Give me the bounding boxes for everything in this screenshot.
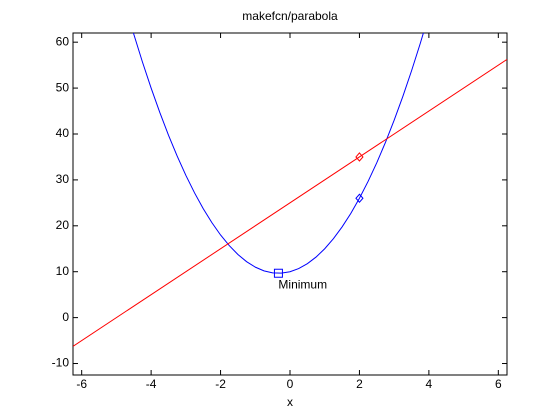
x-tick-label: -2 [215, 377, 226, 391]
x-tick-label: 6 [495, 377, 502, 391]
marker [355, 152, 364, 162]
annotation: Minimum [278, 277, 327, 291]
x-axis-label: x [287, 395, 293, 409]
chart-title: makefcn/parabola [242, 9, 338, 23]
marker [355, 193, 364, 204]
marker [273, 268, 283, 278]
x-tick-label: 0 [287, 377, 294, 391]
y-tick-label: 40 [56, 126, 70, 140]
plot [73, 33, 507, 347]
y-tick-label: 0 [62, 310, 69, 324]
y-tick-label: 10 [56, 264, 70, 278]
y-tick-label: -10 [52, 356, 70, 370]
x-tick-label: -6 [76, 377, 87, 391]
series-line [73, 58, 507, 347]
y-tick-label: 50 [56, 80, 70, 94]
series-line [132, 33, 424, 274]
y-tick-label: 30 [56, 172, 70, 186]
y-tick-label: 20 [56, 218, 70, 232]
plot-area [72, 32, 508, 376]
x-tick-label: 4 [426, 377, 433, 391]
y-tick-label: 60 [56, 34, 70, 48]
x-tick-label: 2 [356, 377, 363, 391]
x-tick-label: -4 [146, 377, 157, 391]
